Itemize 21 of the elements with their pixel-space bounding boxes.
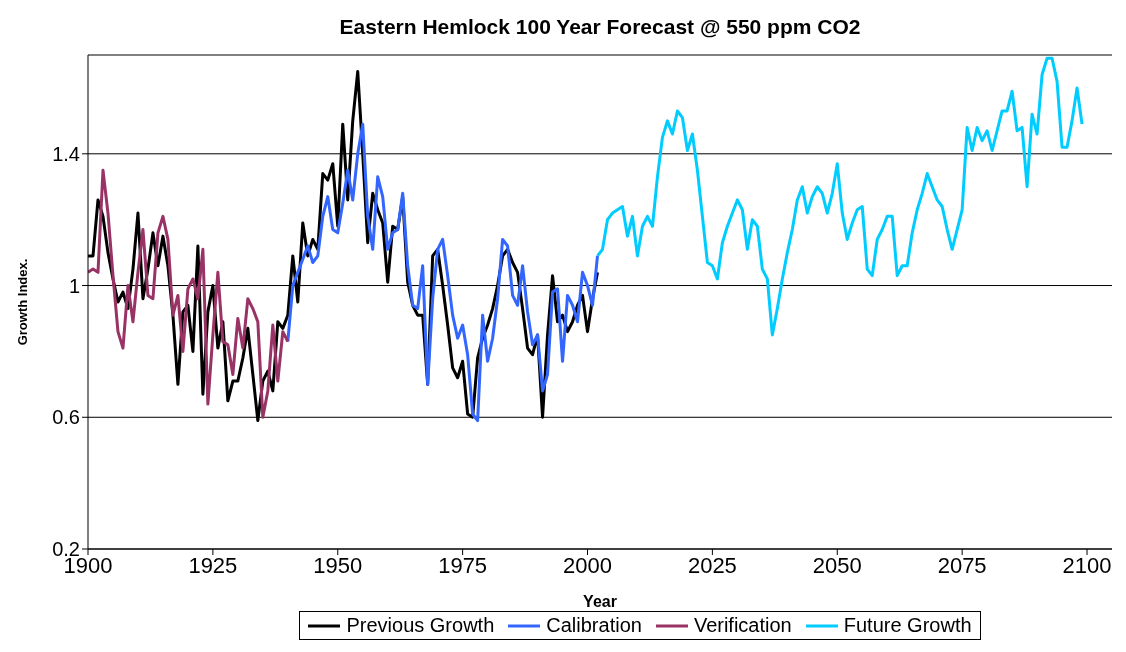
y-tick-label: 0.6 [52, 406, 80, 429]
legend-label: Future Growth [843, 614, 972, 637]
line-series [286, 122, 599, 423]
x-tick-label: 2025 [687, 552, 737, 578]
x-tick-label: 2100 [1062, 552, 1112, 578]
chart-title: Eastern Hemlock 100 Year Forecast @ 550 ppm CO2 [338, 14, 862, 40]
x-tick-label: 2050 [812, 552, 862, 578]
x-tick-label: 2075 [937, 552, 987, 578]
x-axis-title: Year [583, 593, 617, 610]
x-tick-label: 1975 [438, 552, 488, 578]
legend-label: Previous Growth [346, 614, 495, 637]
line-series [88, 168, 290, 419]
y-axis-title: Growth Index. [14, 258, 30, 346]
y-tick-label: 1 [68, 274, 80, 297]
x-tick-label: 1925 [188, 552, 238, 578]
y-tick-label: 1.4 [52, 142, 80, 165]
legend-label: Verification [693, 614, 792, 637]
legend-label: Calibration [546, 614, 642, 637]
x-tick-label: 1950 [313, 552, 363, 578]
line-series [596, 56, 1084, 337]
x-tick-label: 2000 [563, 552, 612, 578]
